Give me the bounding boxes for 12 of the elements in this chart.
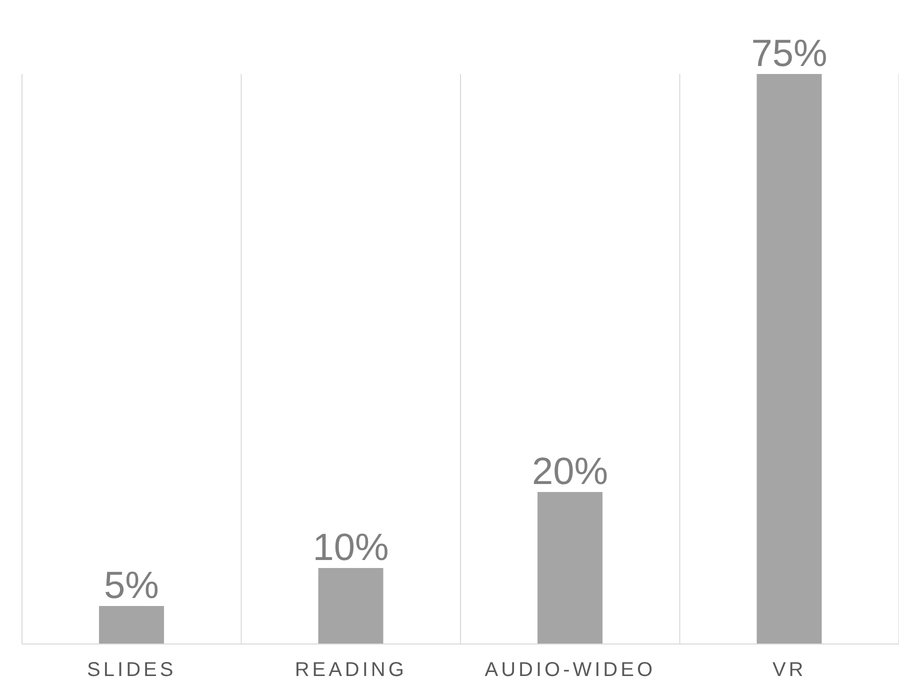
x-tick-label: AUDIO-WIDEO bbox=[484, 659, 656, 682]
bar bbox=[99, 606, 164, 644]
x-tick-label: VR bbox=[772, 659, 806, 682]
data-label: 20% bbox=[532, 451, 608, 493]
bar bbox=[318, 568, 384, 644]
data-label: 75% bbox=[751, 33, 828, 75]
x-tick-label: READING bbox=[294, 659, 407, 682]
bar bbox=[756, 74, 822, 644]
data-label: 10% bbox=[312, 527, 389, 569]
data-label: 5% bbox=[104, 565, 159, 607]
bar bbox=[538, 492, 602, 644]
x-tick-label: SLIDES bbox=[87, 659, 176, 682]
